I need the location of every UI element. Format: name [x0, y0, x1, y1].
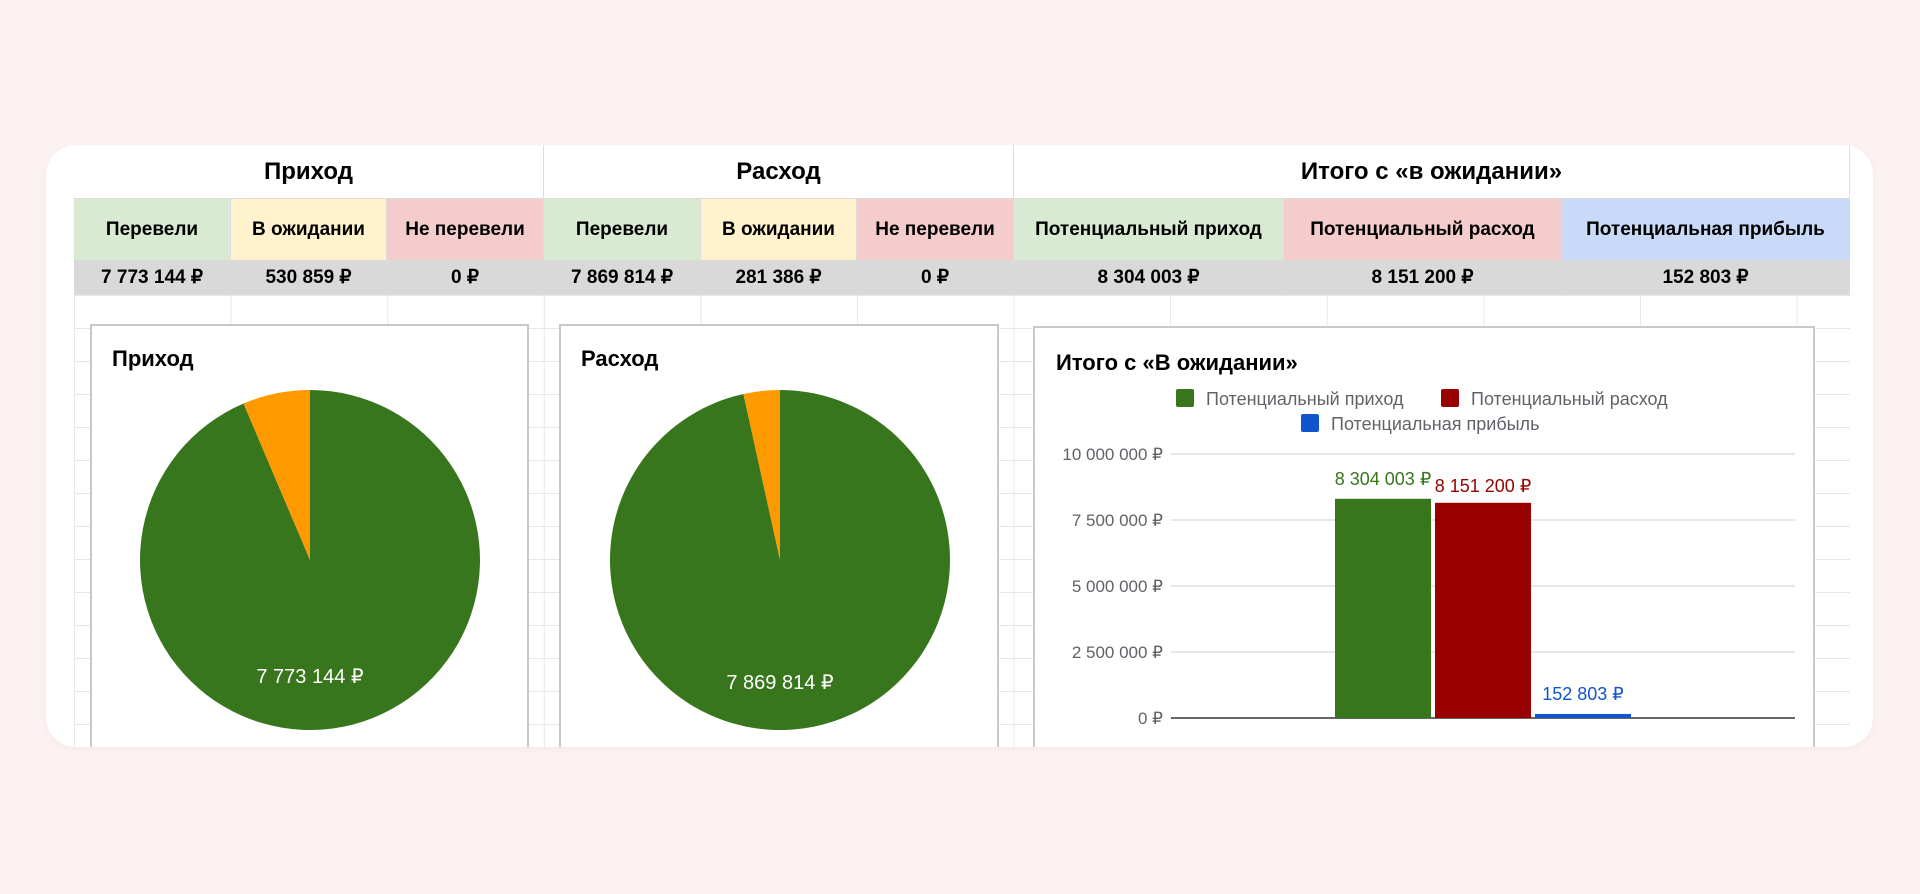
expense-pie-slice-label-0: 7 869 814 ₽: [726, 672, 834, 694]
expense-pie-chart[interactable]: Расход 7 869 814 ₽: [559, 324, 999, 747]
value-expense-transferred[interactable]: 7 869 814 ₽: [544, 261, 701, 295]
expense-pie-svg: 7 869 814 ₽: [610, 390, 950, 730]
legend-swatch-1: [1441, 389, 1459, 407]
y-tick-label-2: 5 000 000 ₽: [1072, 577, 1163, 596]
legend-label-1: Потенциальный расход: [1471, 389, 1668, 409]
income-pie-slice-1[interactable]: [243, 390, 310, 560]
value-expense-pending[interactable]: 281 386 ₽: [701, 261, 857, 295]
income-chart-title: Приход: [112, 346, 194, 371]
income-pie-svg: 7 773 144 ₽: [140, 390, 481, 730]
col-header-expense-transferred: Перевели: [544, 199, 701, 261]
col-header-potential-expense: Потенциальный расход: [1284, 199, 1562, 261]
legend-label-0: Потенциальный приход: [1206, 389, 1404, 409]
group-header-expense: Расход: [544, 145, 1014, 199]
expense-pie-slice-1[interactable]: [743, 390, 780, 560]
group-header-income: Приход: [74, 145, 544, 199]
spreadsheet-card: Приход Расход Итого с «в ожидании» Перев…: [46, 145, 1873, 747]
col-header-potential-income: Потенциальный приход: [1014, 199, 1284, 261]
income-pie-chart[interactable]: Приход 7 773 144 ₽: [90, 324, 529, 747]
value-potential-profit[interactable]: 152 803 ₽: [1562, 261, 1850, 295]
col-header-income-pending: В ожидании: [231, 199, 387, 261]
bar-label-0: 8 304 003 ₽: [1335, 469, 1432, 489]
col-header-income-not-transferred: Не перевели: [387, 199, 544, 261]
income-pie-slice-label-0: 7 773 144 ₽: [256, 666, 364, 688]
income-pie-slice-0[interactable]: [140, 390, 481, 730]
y-tick-label-3: 7 500 000 ₽: [1072, 511, 1163, 530]
legend-label-2: Потенциальная прибыль: [1331, 414, 1539, 434]
bar-label-1: 8 151 200 ₽: [1435, 476, 1532, 496]
y-tick-label-4: 10 000 000 ₽: [1062, 445, 1163, 464]
col-header-expense-pending: В ожидании: [701, 199, 857, 261]
bar-label-2: 152 803 ₽: [1542, 684, 1624, 704]
bar-2[interactable]: [1535, 713, 1631, 718]
legend-swatch-2: [1301, 414, 1319, 432]
legend-swatch-0: [1176, 389, 1194, 407]
spreadsheet-grid: Приход Расход Итого с «в ожидании» Перев…: [74, 145, 1850, 747]
col-header-income-transferred: Перевели: [74, 199, 231, 261]
bar-1[interactable]: [1435, 502, 1531, 718]
col-header-potential-profit: Потенциальная прибыль: [1562, 199, 1850, 261]
value-potential-income[interactable]: 8 304 003 ₽: [1014, 261, 1284, 295]
value-income-transferred[interactable]: 7 773 144 ₽: [74, 261, 231, 295]
bar-0[interactable]: [1335, 498, 1431, 718]
y-tick-label-1: 2 500 000 ₽: [1072, 643, 1163, 662]
col-header-expense-not-transferred: Не перевели: [857, 199, 1014, 261]
y-tick-label-0: 0 ₽: [1138, 709, 1163, 728]
total-bar-svg: Потенциальный приход Потенциальный расход…: [1062, 389, 1795, 728]
expense-chart-title: Расход: [581, 346, 659, 371]
value-income-not-transferred[interactable]: 0 ₽: [387, 261, 544, 295]
value-income-pending[interactable]: 530 859 ₽: [231, 261, 387, 295]
total-chart-title: Итого с «В ожидании»: [1056, 350, 1298, 375]
total-bar-chart[interactable]: Итого с «В ожидании» Потенциальный прихо…: [1033, 326, 1815, 747]
value-expense-not-transferred[interactable]: 0 ₽: [857, 261, 1014, 295]
group-header-total: Итого с «в ожидании»: [1014, 145, 1850, 199]
value-potential-expense[interactable]: 8 151 200 ₽: [1284, 261, 1562, 295]
